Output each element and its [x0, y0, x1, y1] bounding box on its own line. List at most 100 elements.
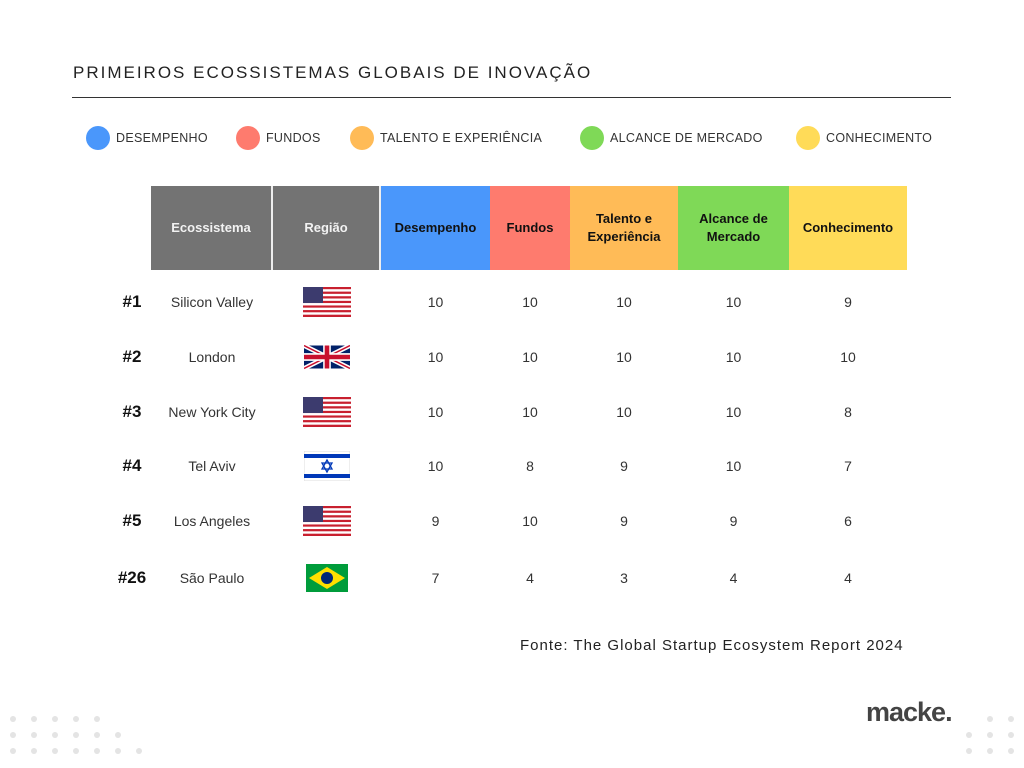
legend-item: FUNDOS [236, 126, 321, 150]
legend-label: TALENTO E EXPERIÊNCIA [380, 131, 543, 145]
israel-flag-icon [273, 451, 381, 481]
decorative-dot [10, 748, 16, 754]
header-performance: Desempenho [381, 186, 490, 270]
ecosystem-name: London [188, 349, 236, 365]
score-funding: 4 [526, 570, 534, 586]
rank: #26 [117, 568, 147, 587]
decorative-dot [73, 732, 79, 738]
ecosystem-name: São Paulo [179, 570, 245, 586]
score-talent: 10 [616, 294, 632, 310]
decorative-dot [31, 716, 37, 722]
table-row: #26 São Paulo 7 4 3 4 4 [0, 563, 1024, 593]
score-funding: 8 [526, 458, 534, 474]
decorative-dot [966, 732, 972, 738]
rank: #1 [122, 292, 142, 311]
decorative-dots-right [966, 716, 1014, 754]
ecosystem-name: Los Angeles [173, 513, 251, 529]
decorative-dot [52, 748, 58, 754]
rank: #5 [122, 511, 142, 530]
ecosystem-name: Silicon Valley [170, 294, 254, 310]
header-talent: Talento e Experiência [570, 186, 678, 270]
decorative-dot [115, 748, 121, 754]
source-note: Fonte: The Global Startup Ecosystem Repo… [520, 637, 904, 654]
decorative-dot [987, 732, 993, 738]
table-row: #2 London 10 10 10 10 10 [0, 342, 1024, 372]
decorative-dot [94, 732, 100, 738]
score-funding: 10 [522, 349, 538, 365]
decorative-dots-left [10, 716, 142, 754]
score-market: 9 [729, 513, 738, 529]
ecosystem-name: New York City [168, 404, 256, 420]
table-row: #3 New York City 10 10 10 10 8 [0, 397, 1024, 427]
decorative-dot [94, 716, 100, 722]
score-funding: 10 [522, 404, 538, 420]
table-row: #4 Tel Aviv 10 8 9 10 7 [0, 451, 1024, 481]
decorative-dot [1008, 732, 1014, 738]
score-market: 10 [725, 458, 742, 474]
decorative-dot [31, 732, 37, 738]
brazil-flag-icon [273, 563, 381, 593]
header-knowledge: Conhecimento [789, 186, 907, 270]
decorative-dot [115, 732, 121, 738]
score-knowledge: 7 [844, 458, 852, 474]
us-flag-icon [273, 287, 381, 317]
legend-dot-icon [796, 126, 820, 150]
score-market: 4 [729, 570, 738, 586]
logo: macke. [866, 697, 953, 727]
decorative-dot [73, 748, 79, 754]
legend-dot-icon [236, 126, 260, 150]
score-performance: 10 [427, 349, 444, 365]
decorative-dot [966, 748, 972, 754]
rank: #3 [122, 402, 142, 421]
score-performance: 10 [427, 458, 444, 474]
legend-dot-icon [86, 126, 110, 150]
header-region: Região [273, 186, 381, 270]
decorative-dot [10, 716, 16, 722]
header-ecosystem: Ecossistema [151, 186, 273, 270]
legend-label: CONHECIMENTO [826, 131, 933, 145]
score-market: 10 [725, 404, 742, 420]
score-knowledge: 6 [844, 513, 852, 529]
score-market: 10 [725, 349, 742, 365]
score-funding: 10 [522, 513, 538, 529]
score-knowledge: 4 [844, 570, 852, 586]
uk-flag-icon [273, 342, 381, 372]
decorative-dot [73, 716, 79, 722]
legend-dot-icon [580, 126, 604, 150]
decorative-dot [31, 748, 37, 754]
score-talent: 9 [620, 458, 628, 474]
score-talent: 9 [620, 513, 628, 529]
rank: #4 [122, 456, 142, 475]
legend-item: DESEMPENHO [86, 126, 208, 150]
score-performance: 7 [431, 570, 440, 586]
score-knowledge: 10 [840, 349, 856, 365]
ecosystem-name: Tel Aviv [188, 458, 236, 474]
decorative-dot [136, 748, 142, 754]
decorative-dot [987, 748, 993, 754]
score-performance: 10 [427, 404, 444, 420]
rank: #2 [122, 347, 142, 366]
score-talent: 3 [620, 570, 628, 586]
table-row: #1 Silicon Valley 10 10 10 10 9 [0, 287, 1024, 317]
legend-item: CONHECIMENTO [796, 126, 932, 150]
us-flag-icon [273, 506, 381, 536]
legend-item: TALENTO E EXPERIÊNCIA [350, 126, 542, 150]
score-market: 10 [725, 294, 742, 310]
header-funding: Fundos [490, 186, 570, 270]
decorative-dot [10, 732, 16, 738]
score-talent: 10 [616, 349, 632, 365]
score-knowledge: 9 [844, 294, 852, 310]
us-flag-icon [273, 397, 381, 427]
table-row: #5 Los Angeles 9 10 9 9 6 [0, 506, 1024, 536]
score-performance: 10 [427, 294, 444, 310]
page-title: PRIMEIROS ECOSSISTEMAS GLOBAIS DE INOVAÇ… [73, 63, 593, 82]
score-performance: 9 [431, 513, 440, 529]
legend-label: ALCANCE DE MERCADO [610, 131, 763, 145]
decorative-dot [987, 716, 993, 722]
header-market: Alcance de Mercado [678, 186, 789, 270]
decorative-dot [52, 732, 58, 738]
legend-item: ALCANCE DE MERCADO [580, 126, 763, 150]
decorative-dot [1008, 748, 1014, 754]
legend-label: DESEMPENHO [116, 131, 208, 145]
decorative-dot [94, 748, 100, 754]
